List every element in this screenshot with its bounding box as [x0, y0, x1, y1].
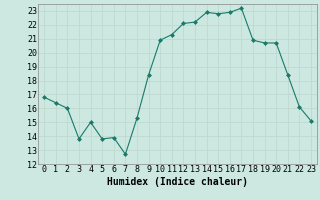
X-axis label: Humidex (Indice chaleur): Humidex (Indice chaleur): [107, 177, 248, 187]
